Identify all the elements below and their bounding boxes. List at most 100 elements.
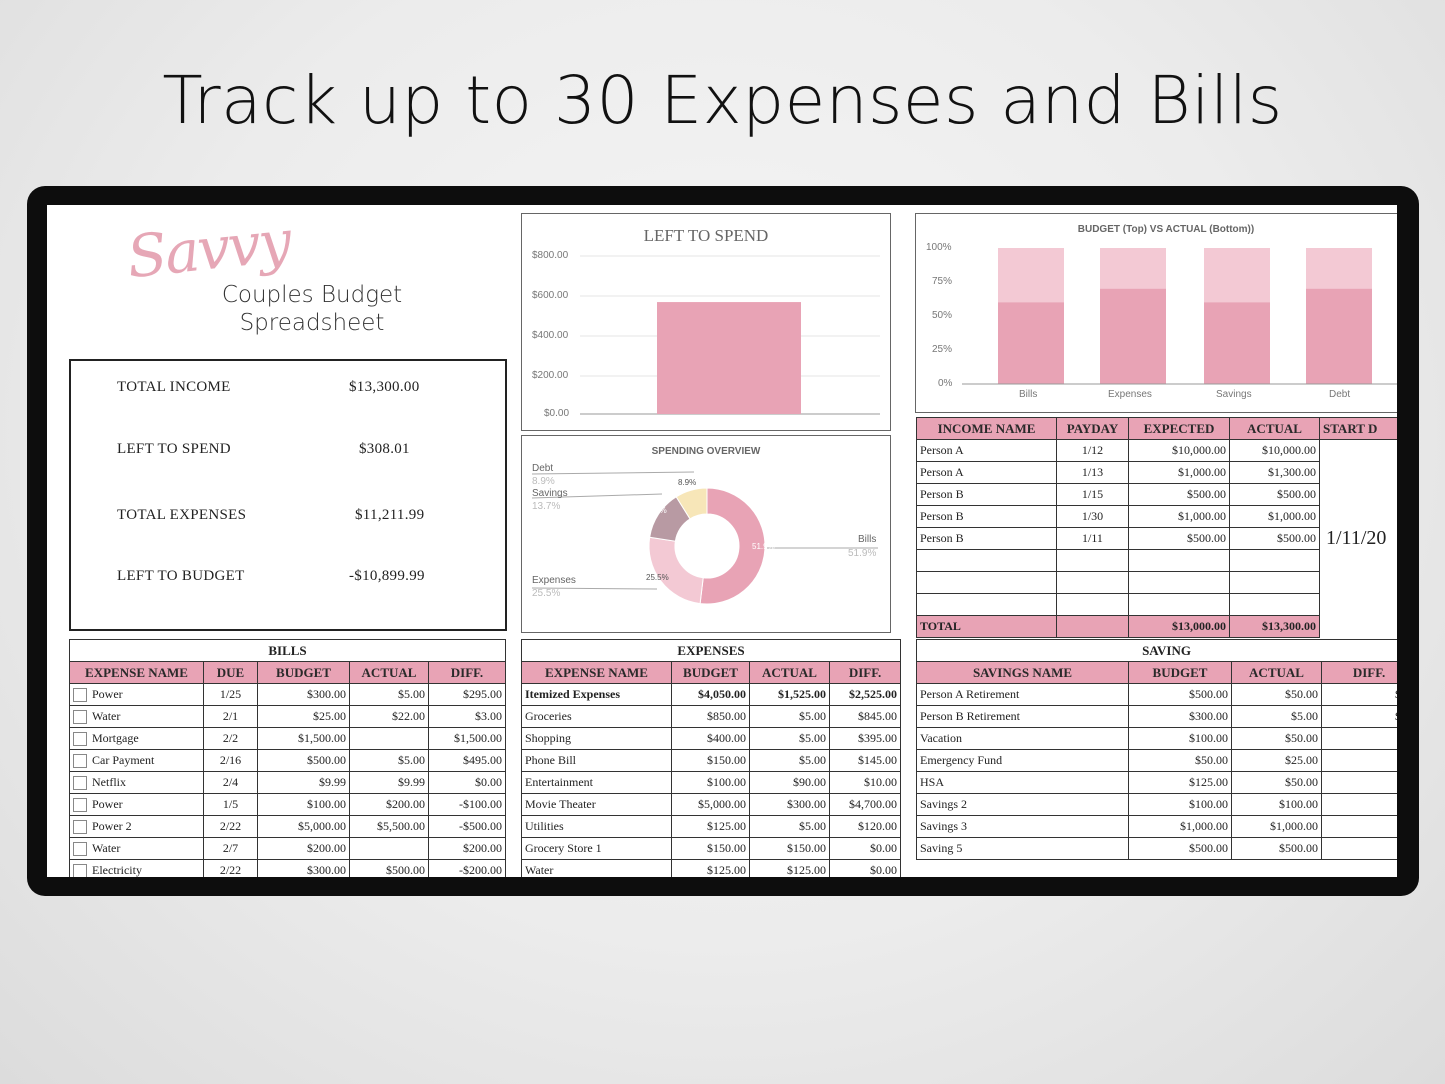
cell[interactable]: 2/4 — [203, 771, 258, 794]
cell[interactable]: $3.00 — [428, 705, 506, 728]
saving-row[interactable]: Emergency Fund$50.00$25.00$2 — [916, 749, 1397, 772]
bills-row[interactable]: Car Payment 2/16 $500.00 $5.00 $495.00 — [69, 749, 506, 772]
saving-row[interactable]: Savings 2$100.00$100.00$ — [916, 793, 1397, 816]
cell[interactable]: Vacation — [916, 727, 1129, 750]
expenses-row[interactable]: Utilities $125.00 $5.00 $120.00 — [521, 815, 902, 838]
cell[interactable]: $150.00 — [749, 837, 830, 860]
cell[interactable]: $50.00 — [1231, 771, 1322, 794]
cell[interactable]: $ — [1320, 793, 1397, 816]
cell[interactable]: Person A — [916, 461, 1057, 484]
cell[interactable]: $500.00 — [1231, 837, 1322, 860]
bills-row[interactable]: Electricity 2/22 $300.00 $500.00 -$200.00 — [69, 859, 506, 877]
paid-checkbox[interactable] — [73, 842, 87, 857]
cell[interactable]: Water — [69, 837, 204, 860]
cell[interactable] — [349, 837, 429, 860]
cell[interactable]: Movie Theater — [521, 793, 672, 816]
cell[interactable]: 1/15 — [1056, 483, 1129, 506]
cell[interactable]: $300.00 — [1128, 705, 1232, 728]
cell[interactable]: Itemized Expenses — [521, 683, 672, 706]
cell[interactable]: 1/5 — [203, 793, 258, 816]
paid-checkbox[interactable] — [73, 820, 87, 835]
bills-row[interactable]: Power 1/25 $300.00 $5.00 $295.00 — [69, 683, 506, 706]
cell[interactable]: $145.00 — [828, 749, 902, 772]
cell[interactable]: $22.00 — [349, 705, 429, 728]
cell[interactable]: Savings 2 — [916, 793, 1129, 816]
cell[interactable]: $500.00 — [1229, 527, 1320, 550]
cell[interactable]: $500.00 — [1128, 483, 1230, 506]
cell[interactable] — [349, 727, 429, 750]
income-row-empty[interactable] — [916, 593, 1398, 616]
cell[interactable]: $125.00 — [671, 859, 750, 877]
cell[interactable]: $5,000.00 — [671, 793, 750, 816]
cell[interactable]: Person A — [916, 439, 1057, 462]
cell[interactable] — [1056, 549, 1129, 572]
bills-row[interactable]: Power 2 2/22 $5,000.00 $5,500.00 -$500.00 — [69, 815, 506, 838]
cell[interactable]: $1,300.00 — [1229, 461, 1320, 484]
cell[interactable]: $300.00 — [257, 859, 350, 877]
cell[interactable]: 1/25 — [203, 683, 258, 706]
cell[interactable]: $90.00 — [749, 771, 830, 794]
cell[interactable]: $1,000.00 — [1128, 505, 1230, 528]
expenses-row[interactable]: Shopping $400.00 $5.00 $395.00 — [521, 727, 902, 750]
saving-row[interactable]: Person A Retirement$500.00$50.00$45 — [916, 683, 1397, 706]
cell[interactable]: Phone Bill — [521, 749, 672, 772]
cell[interactable] — [1056, 571, 1129, 594]
spending-overview-chart[interactable]: SPENDING OVERVIEW Debt 8.9% Savings 13.7… — [521, 435, 891, 633]
cell[interactable]: $10,000.00 — [1229, 439, 1320, 462]
paid-checkbox[interactable] — [73, 732, 87, 747]
cell[interactable]: $100.00 — [257, 793, 350, 816]
cell[interactable]: $1,525.00 — [749, 683, 830, 706]
cell[interactable]: Person A Retirement — [916, 683, 1129, 706]
cell[interactable]: $5.00 — [349, 683, 429, 706]
cell[interactable]: $500.00 — [349, 859, 429, 877]
paid-checkbox[interactable] — [73, 710, 87, 725]
bills-row[interactable]: Mortgage 2/2 $1,500.00 $1,500.00 — [69, 727, 506, 750]
cell[interactable]: Power — [69, 683, 204, 706]
left-to-spend-chart[interactable]: LEFT TO SPEND $800.00 $600.00 $400.00 $2… — [521, 213, 891, 431]
cell[interactable]: $300.00 — [749, 793, 830, 816]
summary-value[interactable]: $11,211.99 — [355, 507, 425, 523]
cell[interactable]: $4,700.00 — [828, 793, 902, 816]
cell[interactable]: $125.00 — [749, 859, 830, 877]
cell[interactable]: $5,500.00 — [349, 815, 429, 838]
cell[interactable]: Power — [69, 793, 204, 816]
cell[interactable]: Person B Retirement — [916, 705, 1129, 728]
bills-row[interactable]: Water 2/7 $200.00 $200.00 — [69, 837, 506, 860]
paid-checkbox[interactable] — [73, 688, 87, 703]
bills-row[interactable]: Power 1/5 $100.00 $200.00 -$100.00 — [69, 793, 506, 816]
start-date-cell[interactable]: 1/11/20 — [1326, 527, 1387, 550]
expenses-row[interactable]: Grocery Store 1 $150.00 $150.00 $0.00 — [521, 837, 902, 860]
cell[interactable]: $50.00 — [1231, 683, 1322, 706]
cell[interactable]: Car Payment — [69, 749, 204, 772]
cell[interactable]: $120.00 — [828, 815, 902, 838]
budget-vs-actual-chart[interactable]: BUDGET (Top) VS ACTUAL (Bottom)) 100% 75… — [915, 213, 1397, 413]
cell[interactable]: $ — [1320, 815, 1397, 838]
cell[interactable]: $5 — [1320, 727, 1397, 750]
cell[interactable]: $1,500.00 — [428, 727, 506, 750]
cell[interactable]: Utilities — [521, 815, 672, 838]
summary-value[interactable]: $13,300.00 — [349, 379, 420, 395]
cell[interactable]: $29 — [1320, 705, 1397, 728]
expenses-row[interactable]: Entertainment $100.00 $90.00 $10.00 — [521, 771, 902, 794]
cell[interactable]: Person B — [916, 505, 1057, 528]
cell[interactable]: $50.00 — [1128, 749, 1232, 772]
cell[interactable]: $100.00 — [1128, 727, 1232, 750]
expenses-row[interactable]: Water $125.00 $125.00 $0.00 — [521, 859, 902, 877]
cell[interactable]: Savings 3 — [916, 815, 1129, 838]
cell[interactable]: 1/11 — [1056, 527, 1129, 550]
expenses-row[interactable]: Groceries $850.00 $5.00 $845.00 — [521, 705, 902, 728]
cell[interactable]: $200.00 — [257, 837, 350, 860]
cell[interactable]: $5.00 — [749, 727, 830, 750]
cell[interactable]: $4,050.00 — [671, 683, 750, 706]
cell[interactable]: $50.00 — [1231, 727, 1322, 750]
cell[interactable]: $5,000.00 — [257, 815, 350, 838]
expenses-row[interactable]: Phone Bill $150.00 $5.00 $145.00 — [521, 749, 902, 772]
cell[interactable]: $125.00 — [1128, 771, 1232, 794]
cell[interactable]: $850.00 — [671, 705, 750, 728]
cell[interactable] — [1229, 593, 1320, 616]
cell[interactable]: -$500.00 — [428, 815, 506, 838]
cell[interactable]: Groceries — [521, 705, 672, 728]
cell[interactable]: $2 — [1320, 749, 1397, 772]
paid-checkbox[interactable] — [73, 776, 87, 791]
cell[interactable]: $7 — [1320, 771, 1397, 794]
